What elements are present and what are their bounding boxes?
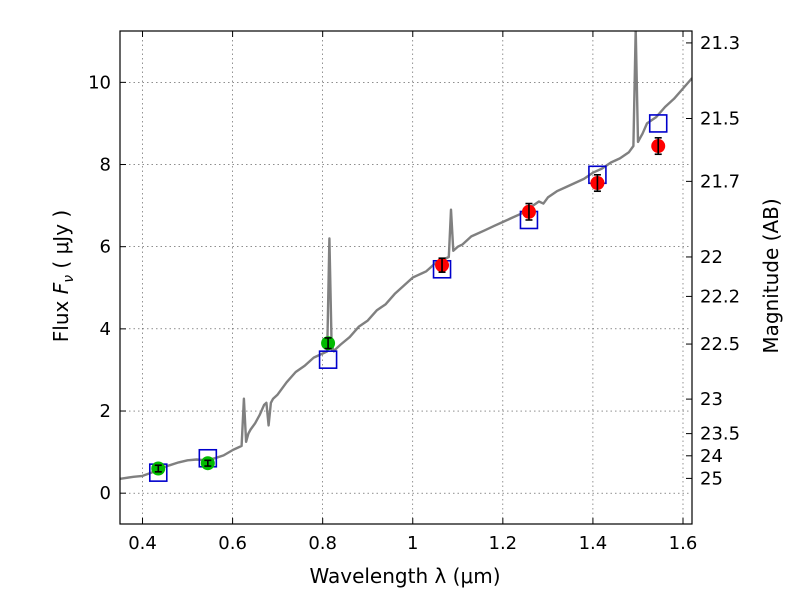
plot-content [120,31,692,482]
model-photometry-marker [648,114,668,133]
magnitude-tick-label: 22.5 [700,334,740,355]
y-tick-label: 2 [100,401,111,422]
x-axis-title: Wavelength λ (μm) [309,564,500,588]
y-axis-left-title-symbol: F [49,282,73,294]
magnitude-tick-label: 21.3 [700,33,740,54]
magnitude-tick-label: 21.5 [700,109,740,130]
axes-frame [119,30,693,525]
y-axis-left-title-group: Flux Fν ( μJy ) [49,210,77,342]
x-tick-label: 0.8 [308,533,337,554]
y-tick-label: 6 [100,237,111,258]
x-tick-label: 1.6 [669,533,698,554]
magnitude-tick-label: 24 [700,446,723,467]
y-tick-label: 8 [100,155,111,176]
model-photometry-marker [318,350,338,369]
y-axis-left-title-prefix: Flux [49,294,73,342]
y-axis-left-title: Flux Fν ( μJy ) [49,210,77,342]
magnitude-tick-label: 23 [700,389,723,410]
y-axis-right-title-group: Magnitude (AB) [759,198,783,353]
y-tick-label: 0 [100,483,111,504]
y-tick-label: 4 [100,319,111,340]
y-axis-right-title: Magnitude (AB) [759,198,783,353]
axes: 0.4 0.6 0.8 1 1.2 1.4 1.6024681021.321.521.722… [88,30,740,554]
y-tick-label: 10 [88,72,111,93]
x-tick-label: 1.4 [579,533,608,554]
y-axis-left-title-subscript: ν [61,275,77,283]
spectrum-line [120,31,692,480]
magnitude-tick-label: 23.5 [700,424,740,445]
y-axis-left-title-unit: ( μJy ) [49,210,73,275]
x-tick-label: 0.6 [218,533,247,554]
grid [120,31,692,524]
magnitude-tick-label: 22.2 [700,286,740,307]
x-tick-label: 1 [407,533,418,554]
magnitude-tick-label: 21.7 [700,171,740,192]
magnitude-tick-label: 22 [700,247,723,268]
magnitude-tick-label: 25 [700,468,723,489]
x-tick-label: 1.2 [489,533,518,554]
x-tick-label: 0.4 [128,533,157,554]
